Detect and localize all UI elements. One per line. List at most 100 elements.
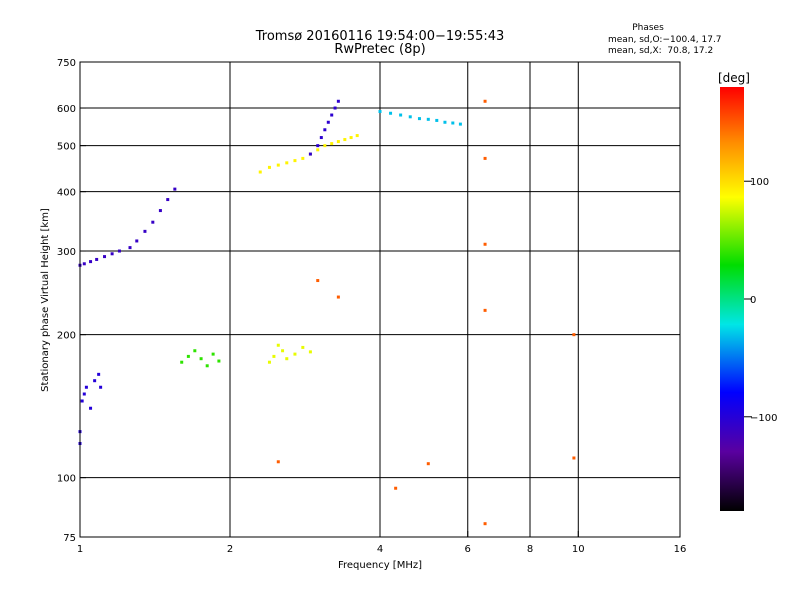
- x-tick-label: 8: [527, 544, 533, 555]
- data-point: [89, 260, 93, 264]
- data-point: [417, 117, 421, 121]
- data-point: [285, 357, 289, 361]
- colorbar-tick-label: −100: [750, 413, 777, 424]
- data-point: [143, 229, 147, 233]
- data-point: [426, 462, 430, 466]
- data-point: [93, 379, 97, 383]
- data-point: [308, 152, 312, 156]
- y-axis-label: Stationary phase Virtual Height [km]: [40, 208, 51, 392]
- data-point: [151, 220, 155, 224]
- data-point: [281, 349, 285, 353]
- data-point: [483, 156, 487, 160]
- axes: 1 2 4 6 8 10 16 75 100 200 300 400 500 600 750: [57, 58, 686, 555]
- data-point: [80, 399, 84, 403]
- data-point: [443, 120, 447, 124]
- data-point: [117, 249, 121, 253]
- y-tick-label: 600: [57, 104, 76, 115]
- data-point: [84, 385, 88, 389]
- grid-lines: [80, 62, 680, 537]
- data-point: [89, 406, 93, 410]
- data-point: [483, 522, 487, 526]
- data-point: [276, 460, 280, 464]
- data-point: [110, 252, 114, 256]
- data-point: [349, 136, 353, 140]
- data-point: [301, 345, 305, 349]
- data-point: [408, 115, 412, 119]
- data-point: [205, 364, 209, 368]
- data-point: [343, 138, 347, 142]
- data-point: [572, 333, 576, 337]
- data-point: [572, 456, 576, 460]
- data-point: [319, 136, 323, 140]
- chart-subtitle: RwPretec (8p): [334, 42, 425, 57]
- data-point: [336, 295, 340, 299]
- data-point: [483, 99, 487, 103]
- data-point: [217, 359, 221, 363]
- data-points: [78, 99, 576, 526]
- data-point: [82, 392, 86, 396]
- data-point: [316, 279, 320, 283]
- colorbar-tick-label: 100: [750, 177, 769, 188]
- data-point: [128, 246, 132, 250]
- data-point: [399, 113, 403, 117]
- colorbar: [720, 87, 744, 511]
- data-point: [211, 352, 215, 356]
- data-point: [276, 343, 280, 347]
- data-point: [276, 163, 280, 167]
- data-point: [193, 349, 197, 353]
- data-point: [336, 99, 340, 103]
- chart-title: Tromsø 20160116 19:54:00−19:55:43: [255, 29, 505, 44]
- y-tick-label: 75: [63, 533, 76, 544]
- data-point: [103, 255, 107, 259]
- data-point: [394, 486, 398, 490]
- x-tick-label: 2: [227, 544, 233, 555]
- data-point: [316, 148, 320, 152]
- data-point: [166, 198, 170, 202]
- x-tick-label: 4: [377, 544, 383, 555]
- data-point: [316, 144, 320, 148]
- data-point: [267, 165, 271, 169]
- data-point: [323, 128, 327, 132]
- data-point: [483, 308, 487, 312]
- colorbar-ticks: 100 0 −100: [744, 177, 777, 424]
- data-point: [267, 360, 271, 364]
- data-point: [483, 242, 487, 246]
- x-axis-label: Frequency [MHz]: [338, 560, 422, 571]
- stats-heading: Phases: [632, 23, 664, 33]
- y-tick-label: 100: [57, 474, 76, 485]
- colorbar-unit: [deg]: [718, 71, 750, 85]
- data-point: [293, 352, 297, 356]
- y-tick-label: 200: [57, 331, 76, 342]
- stats-x-mode: mean, sd,X: 70.8, 17.2: [608, 46, 713, 56]
- data-point: [82, 262, 86, 266]
- data-point: [308, 350, 312, 354]
- x-tick-label: 16: [674, 544, 687, 555]
- data-point: [435, 118, 439, 122]
- data-point: [95, 257, 99, 261]
- data-point: [99, 385, 103, 389]
- y-tick-label: 400: [57, 188, 76, 199]
- data-point: [272, 354, 276, 358]
- data-point: [333, 106, 337, 110]
- x-tick-label: 10: [572, 544, 585, 555]
- data-point: [378, 109, 382, 113]
- data-point: [293, 159, 297, 163]
- data-point: [326, 120, 330, 124]
- data-point: [330, 113, 334, 117]
- data-point: [135, 239, 139, 243]
- x-tick-label: 6: [465, 544, 471, 555]
- data-point: [389, 111, 393, 115]
- data-point: [158, 209, 162, 213]
- stats-o-mode: mean, sd,O:−100.4, 17.7: [608, 35, 722, 45]
- data-point: [285, 161, 289, 165]
- colorbar-tick-label: 0: [750, 295, 756, 306]
- data-point: [458, 122, 462, 126]
- data-point: [173, 187, 177, 191]
- y-tick-label: 300: [57, 247, 76, 258]
- data-point: [355, 134, 359, 138]
- data-point: [258, 170, 262, 174]
- data-point: [451, 121, 455, 125]
- data-point: [97, 372, 101, 376]
- data-point: [199, 357, 203, 361]
